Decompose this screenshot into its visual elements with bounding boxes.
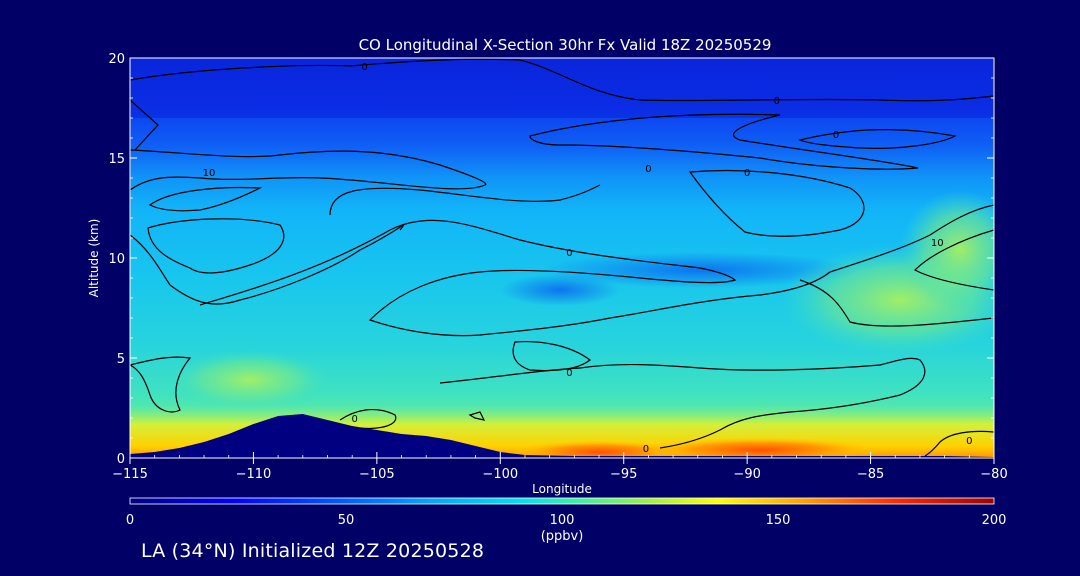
x-axis: −115 −110 −105 −100 −95 −90 −85 −80 xyxy=(112,452,1008,482)
contour-line xyxy=(147,218,285,274)
contour-label: 0 xyxy=(643,444,649,455)
contour-line xyxy=(130,224,405,305)
heatmap-field: 0 0 0 10 0 0 10 0 0 0 0 0 xyxy=(130,58,994,458)
x-tick-label: −90 xyxy=(733,467,760,482)
contour-line xyxy=(609,271,831,319)
contour-label: 0 xyxy=(645,164,651,175)
y-tick-label: 0 xyxy=(117,452,125,467)
contour-label: 10 xyxy=(931,238,944,249)
terrain-mask xyxy=(130,414,994,458)
colorbar: 0 50 100 150 200 (ppbv) xyxy=(126,497,1007,544)
contour-line xyxy=(439,367,581,384)
colorbar-units: (ppbv) xyxy=(541,529,584,544)
contour-label: 0 xyxy=(566,368,572,379)
y-tick-label: 5 xyxy=(117,352,125,367)
heatmap-hot-region xyxy=(640,437,880,458)
contour-label: 0 xyxy=(966,436,972,447)
contour-line xyxy=(468,411,486,421)
contour-line xyxy=(579,357,926,449)
y-tick-label: 10 xyxy=(108,252,125,267)
colorbar-ramp xyxy=(130,498,994,504)
contour-line xyxy=(130,80,159,220)
contour-label: 0 xyxy=(774,96,780,107)
x-tick-label: −110 xyxy=(236,467,272,482)
colorbar-tick-label: 200 xyxy=(982,513,1007,528)
contour-label: 0 xyxy=(351,414,357,425)
contour-line xyxy=(914,229,994,291)
contour-label: 0 xyxy=(744,168,750,179)
contour-line xyxy=(329,184,601,216)
contour-line xyxy=(130,58,994,102)
heatmap-green-region xyxy=(170,350,330,410)
heatmap-green-region xyxy=(900,190,994,310)
contour-label: 0 xyxy=(566,248,572,259)
contour-label: 0 xyxy=(361,62,367,73)
contour-line xyxy=(148,186,263,212)
chart-title: CO Longitudinal X-Section 30hr Fx Valid … xyxy=(359,36,772,54)
contour-line xyxy=(339,408,397,430)
contour-line xyxy=(199,219,737,337)
x-tick-label: −100 xyxy=(482,467,518,482)
contour-line xyxy=(829,204,994,273)
y-axis-label: Altitude (km) xyxy=(87,219,101,298)
contour-lines xyxy=(130,58,994,457)
contour-line xyxy=(130,356,192,413)
initialization-caption: LA (34°N) Initialized 12Z 20250528 xyxy=(141,540,485,562)
x-tick-label: −95 xyxy=(610,467,637,482)
contour-line xyxy=(529,113,919,170)
contour-label: 0 xyxy=(833,130,839,141)
contour-line xyxy=(799,279,994,327)
contour-label-group: 0 0 0 10 0 0 10 0 0 0 0 0 xyxy=(203,62,973,455)
colorbar-tick-label: 100 xyxy=(550,513,575,528)
heatmap-blue-region xyxy=(540,252,860,288)
contour-line xyxy=(798,129,957,149)
contour-line xyxy=(688,169,865,237)
x-tick-label: −115 xyxy=(112,467,148,482)
heatmap-blue-region xyxy=(500,274,620,306)
x-axis-label: Longitude xyxy=(532,482,592,496)
x-tick-label: −80 xyxy=(980,467,1007,482)
x-tick-label: −85 xyxy=(857,467,884,482)
colorbar-frame xyxy=(129,497,995,505)
contour-line xyxy=(924,430,994,457)
colorbar-tick-label: 50 xyxy=(338,513,355,528)
colorbar-tick-label: 150 xyxy=(766,513,791,528)
contour-line xyxy=(130,149,487,191)
x-tick-label: −105 xyxy=(359,467,395,482)
colorbar-tick-label: 0 xyxy=(126,513,134,528)
contour-label: 10 xyxy=(203,168,216,179)
heatmap-upper-band xyxy=(130,58,994,118)
y-tick-label: 20 xyxy=(108,52,125,67)
y-axis: 0 5 10 15 20 xyxy=(108,52,994,467)
y-tick-label: 15 xyxy=(108,152,125,167)
